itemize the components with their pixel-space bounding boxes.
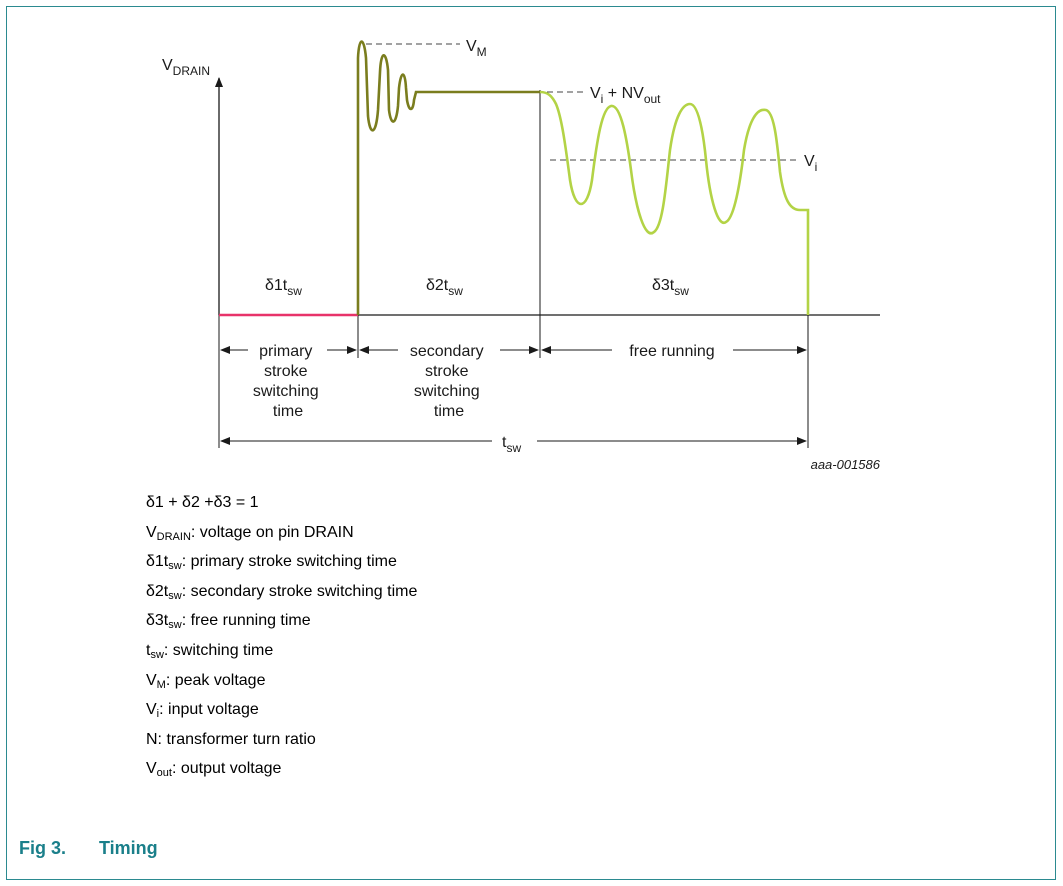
delta1-tsw-label: δ1tsw bbox=[265, 277, 302, 298]
secondary-stroke-label: secondary stroke switching time bbox=[410, 343, 488, 420]
legend-item: tsw: switching time bbox=[146, 641, 274, 661]
figure-frame bbox=[6, 6, 1056, 880]
legend-item: VM: peak voltage bbox=[146, 671, 266, 691]
primary-stroke-label: primary stroke switching time bbox=[253, 343, 323, 420]
legend: δ1 + δ2 +δ3 = 1 VDRAIN: voltage on pin D… bbox=[146, 488, 417, 784]
vdrain-axis-label: VDRAIN bbox=[162, 57, 210, 78]
free-running-waveform bbox=[539, 90, 810, 315]
figure-title: Timing bbox=[99, 838, 158, 858]
delta3-tsw-label: δ3tsw bbox=[652, 277, 689, 298]
figure-caption: Fig 3. Timing bbox=[19, 838, 158, 859]
legend-item: δ1 + δ2 +δ3 = 1 bbox=[146, 494, 259, 511]
tsw-label: tsw bbox=[502, 434, 521, 455]
vm-level-label: VM bbox=[466, 38, 487, 59]
legend-item: Vout: output voltage bbox=[146, 760, 282, 780]
free-running-label: free running bbox=[629, 343, 714, 360]
legend-item: δ2tsw: secondary stroke switching time bbox=[146, 582, 418, 602]
figure-number: Fig 3. bbox=[19, 838, 67, 858]
legend-item: N: transformer turn ratio bbox=[146, 730, 316, 748]
legend-item: δ1tsw: primary stroke switching time bbox=[146, 553, 397, 573]
legend-item: Vi: input voltage bbox=[146, 701, 259, 721]
secondary-stroke-waveform bbox=[356, 40, 540, 315]
timing-diagram: VDRAIN VM Vi + NVout Vi δ1tsw δ2tsw δ3ts… bbox=[162, 38, 881, 472]
legend-item: VDRAIN: voltage on pin DRAIN bbox=[146, 523, 354, 543]
vi-level-label: Vi bbox=[804, 153, 817, 174]
delta2-tsw-label: δ2tsw bbox=[426, 277, 463, 298]
figure-code: aaa-001586 bbox=[811, 457, 881, 472]
vi-nvout-level-label: Vi + NVout bbox=[590, 85, 661, 106]
legend-item: δ3tsw: free running time bbox=[146, 612, 311, 632]
